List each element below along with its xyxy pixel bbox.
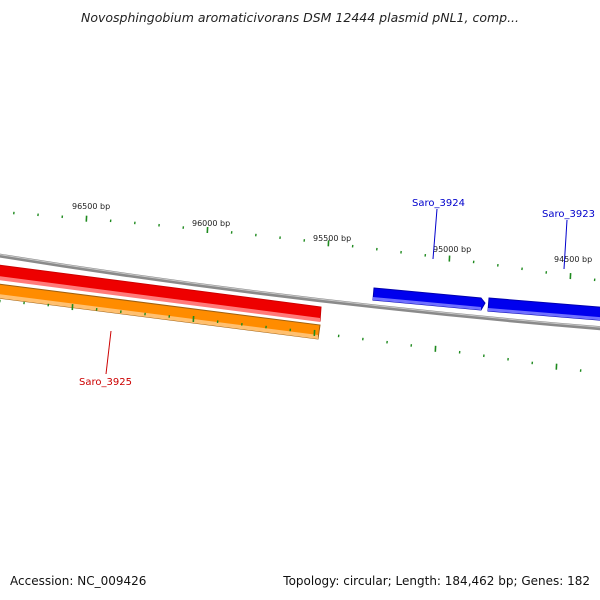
map-title: Novosphingobium aromaticivorans DSM 1244…: [80, 10, 520, 25]
tick-label: 95000 bp: [433, 245, 471, 254]
gene-arrow-saro-3924-highlight: [373, 297, 481, 310]
gene-arrow-red-highlight: [0, 276, 320, 322]
gene-label-leader: [105, 330, 112, 375]
tick-row-lower: [0, 299, 582, 372]
gene-arrow-orange-highlight: [0, 294, 318, 339]
accession-text: Accession: NC_009426: [10, 574, 147, 588]
gene-label-saro-3925[interactable]: Saro_3925: [79, 377, 132, 388]
gene-arrow-saro-3923-highlight: [488, 308, 600, 321]
gene-arrow-saro-3923[interactable]: [487, 297, 600, 321]
gene-label-saro-3923[interactable]: Saro_3923: [542, 209, 595, 220]
gene-label-leader: [563, 219, 568, 270]
backbone-arc-highlight: [0, 254, 600, 328]
backbone-arc: [0, 253, 600, 331]
tick-label: 94500 bp: [554, 255, 592, 264]
gene-label-leader: [432, 208, 438, 260]
gene-label-saro-3924[interactable]: Saro_3924: [412, 198, 465, 209]
tick-row-upper: [13, 211, 596, 282]
tick-label: 96000 bp: [192, 219, 230, 228]
tick-label: 96500 bp: [72, 202, 110, 211]
genome-summary-text: Topology: circular; Length: 184,462 bp; …: [283, 574, 590, 588]
tick-label: 95500 bp: [313, 234, 351, 243]
